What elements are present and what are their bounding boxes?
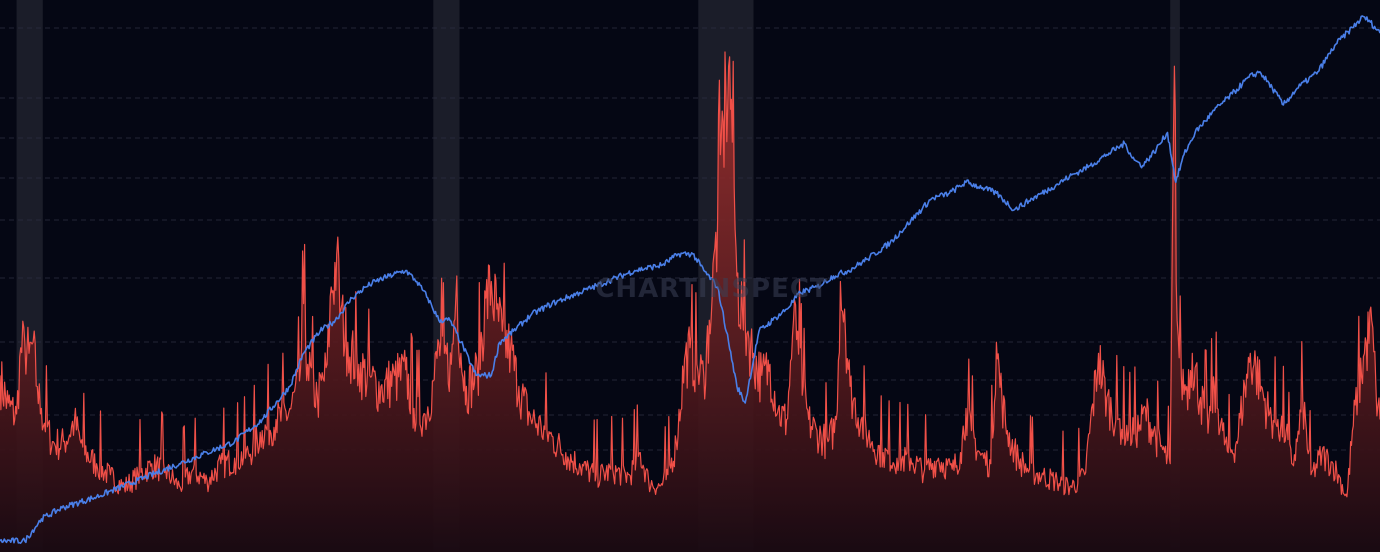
spike-series — [0, 51, 1380, 552]
grid-lines — [0, 27, 1380, 451]
watermark-logo: CHARTINSPECT — [595, 274, 828, 304]
spike-area — [0, 52, 1380, 552]
price-series — [0, 15, 1380, 544]
price-line — [0, 15, 1380, 544]
spike-line — [0, 51, 1380, 498]
